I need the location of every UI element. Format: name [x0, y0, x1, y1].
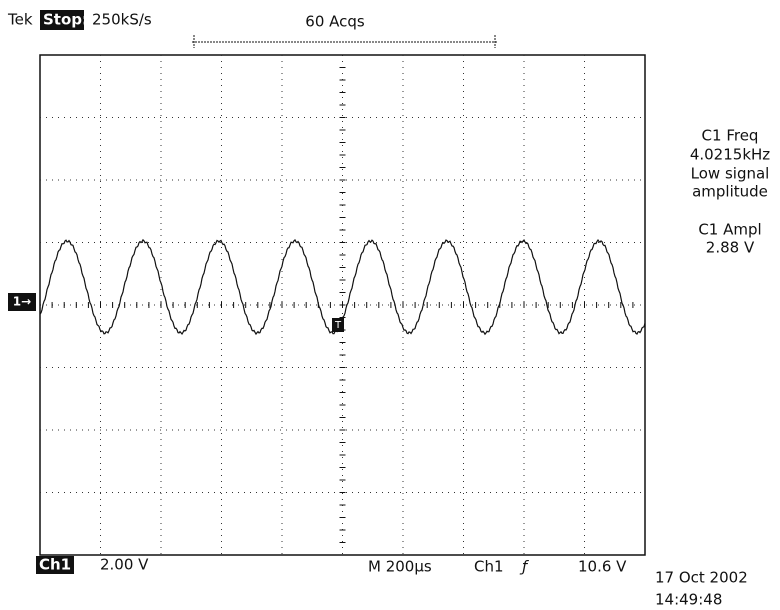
date: 17 Oct 2002 — [655, 569, 748, 587]
channel-marker: 1→ — [13, 295, 31, 309]
trigger-marker: T — [334, 320, 342, 331]
ampl-label: C1 Ampl — [698, 221, 761, 239]
brand: Tek — [7, 11, 33, 29]
scope-screen: Tek Stop: 250kS/s 60 Acqs 1→ T C1 Freq 4… — [0, 0, 780, 610]
trigger-source: Ch1 — [474, 558, 504, 576]
timebase: M 200µs — [368, 558, 432, 576]
freq-value: 4.0215kHz — [690, 146, 770, 164]
trigger-level: 10.6 V — [578, 558, 627, 576]
time: 14:49:48 — [655, 591, 722, 609]
channel: Ch1 — [39, 556, 71, 574]
page: Tek Stop: 250kS/s 60 Acqs 1→ T C1 Freq 4… — [0, 0, 780, 610]
freq-note: amplitude — [692, 183, 768, 201]
volts-per-div: 2.00 V — [100, 556, 149, 574]
freq-label: C1 Freq — [702, 127, 759, 145]
background — [0, 0, 780, 610]
ampl-value: 2.88 V — [706, 239, 755, 257]
freq-note: Low signal — [691, 165, 770, 183]
status: Stop: — [43, 11, 88, 29]
acquisitions: 60 Acqs — [305, 13, 365, 31]
sample-rate: 250kS/s — [92, 11, 152, 29]
